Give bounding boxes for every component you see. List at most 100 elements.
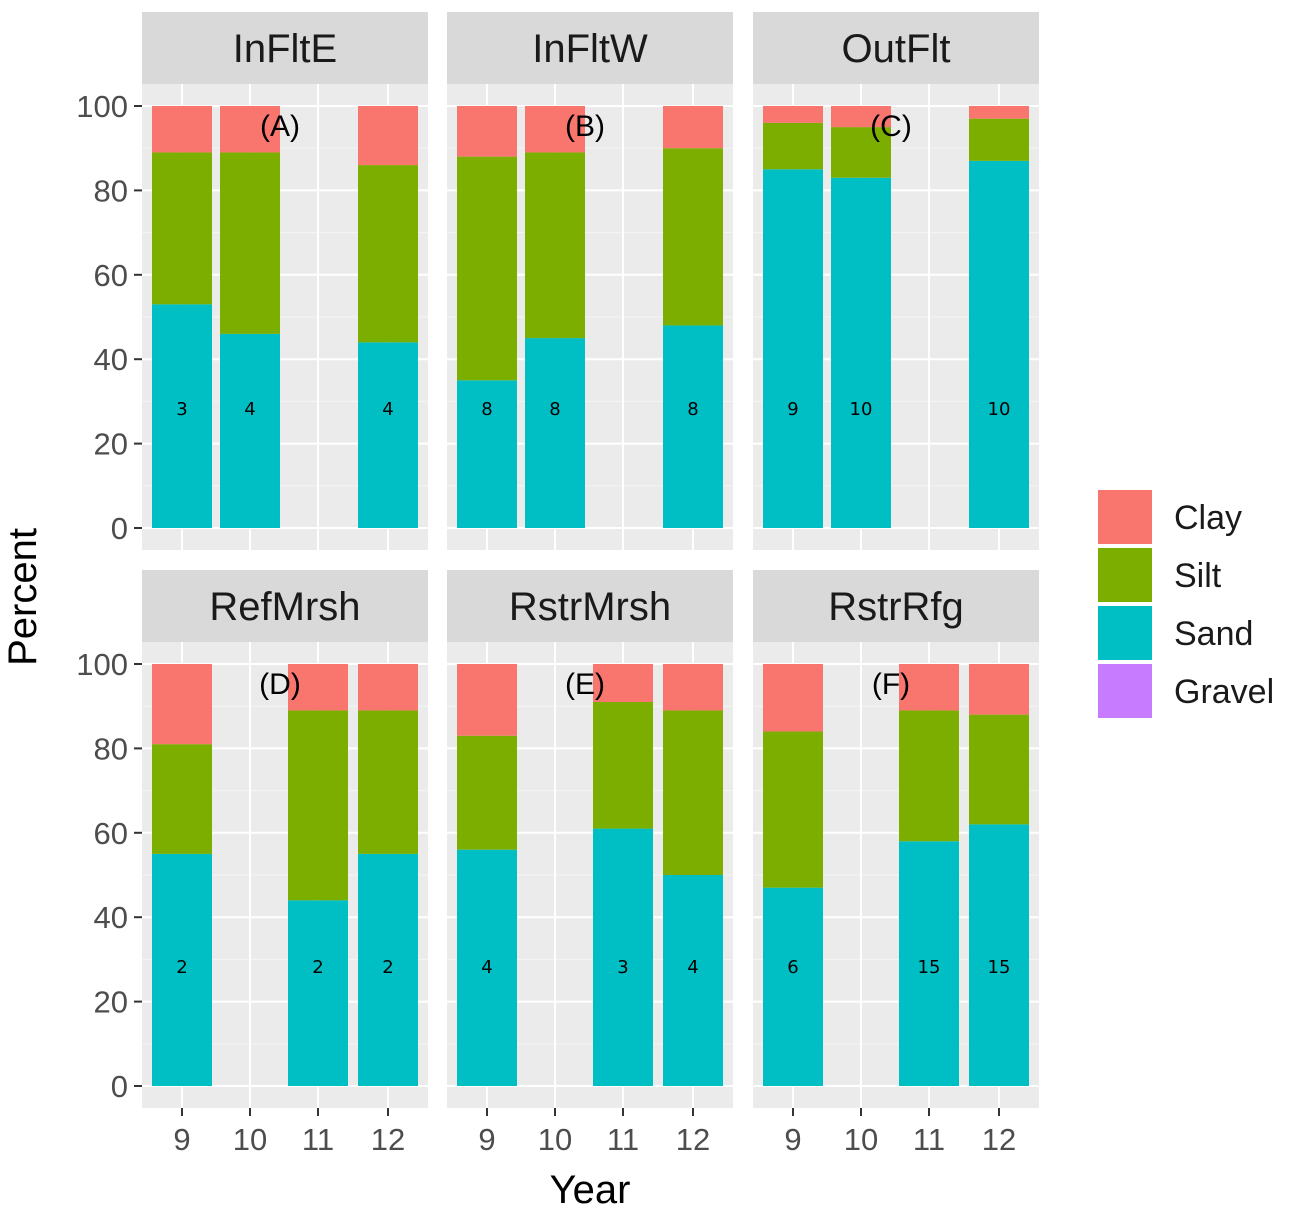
bar-year-12: 8 <box>663 106 723 528</box>
sample-count-label: 2 <box>312 957 323 978</box>
strip-title: OutFlt <box>842 27 951 71</box>
strip-title: RstrMrsh <box>509 585 671 629</box>
bar-segment-sand <box>525 338 585 528</box>
bar-segment-sand <box>969 160 1029 529</box>
legend-key <box>1098 606 1152 660</box>
bar-segment-silt <box>969 118 1029 161</box>
sample-count-label: 10 <box>988 399 1011 420</box>
legend-entry-silt: Silt <box>1098 548 1222 602</box>
bar-segment-sand <box>763 887 823 1086</box>
bar-segment-sand <box>763 169 823 529</box>
bar-segment-sand <box>457 380 517 528</box>
bar-segment-silt <box>763 731 823 888</box>
bar-year-9: 2 <box>152 664 212 1086</box>
bar-segment-clay <box>358 106 418 166</box>
bar-segment-clay <box>763 664 823 732</box>
bar-segment-silt <box>525 152 585 339</box>
panel-tag-label: (D) <box>259 668 301 701</box>
facet-panel-inflte: InFltE 3 4 4 (A) 0 20 40 60 80 100 <box>76 12 428 550</box>
bar-segment-silt <box>663 148 723 326</box>
bar-segment-sand <box>831 177 891 529</box>
x-tick-label: 9 <box>173 1122 190 1157</box>
y-tick-label: 100 <box>76 89 128 124</box>
sample-count-label: 15 <box>918 957 941 978</box>
bar-segment-sand <box>288 900 348 1086</box>
panel-tag-label: (E) <box>565 668 605 701</box>
facet-panel-rstrmrsh: RstrMrsh 4 3 4 (E) 9 10 11 12 <box>447 570 733 1157</box>
x-tick-label: 10 <box>844 1122 878 1157</box>
bar-year-11: 15 <box>899 664 959 1086</box>
legend-key <box>1098 490 1152 544</box>
x-tick-label: 11 <box>607 1122 639 1157</box>
bar-year-9: 4 <box>457 664 517 1086</box>
facet-panel-refmrsh: RefMrsh 2 2 2 (D) 0 20 40 60 80 100 9 10 11 12 <box>76 570 428 1157</box>
panel-tag-label: (C) <box>870 110 912 143</box>
bar-year-12: 2 <box>358 664 418 1086</box>
sample-count-label: 10 <box>850 399 873 420</box>
legend-label: Clay <box>1174 499 1242 537</box>
strip-background <box>447 570 733 642</box>
sample-count-label: 3 <box>617 957 628 978</box>
bar-year-12: 15 <box>969 664 1029 1086</box>
bar-year-12: 4 <box>358 106 418 528</box>
bar-segment-silt <box>288 710 348 901</box>
bar-segment-clay <box>663 106 723 149</box>
bar-year-9: 8 <box>457 106 517 528</box>
legend: Clay Silt Sand Gravel <box>1098 490 1274 718</box>
strip-title: RefMrsh <box>209 585 360 629</box>
y-tick-label: 80 <box>94 731 128 766</box>
bar-year-11: 2 <box>288 664 348 1086</box>
bar-segment-clay <box>525 106 585 153</box>
sample-count-label: 8 <box>481 399 492 420</box>
bar-segment-silt <box>457 156 517 381</box>
sample-count-label: 4 <box>244 399 255 420</box>
legend-entry-sand: Sand <box>1098 606 1253 660</box>
panel-tag-label: (A) <box>260 110 300 143</box>
legend-key <box>1098 548 1152 602</box>
sample-count-label: 6 <box>787 957 798 978</box>
x-tick-label: 12 <box>371 1122 405 1157</box>
bar-segment-clay <box>969 664 1029 715</box>
axes: Year Percent <box>1 528 630 1212</box>
sample-count-label: 4 <box>481 957 492 978</box>
bar-segment-silt <box>457 735 517 850</box>
bar-segment-sand <box>358 342 418 528</box>
x-tick-label: 11 <box>913 1122 945 1157</box>
bar-segment-silt <box>763 122 823 170</box>
sample-count-label: 15 <box>988 957 1011 978</box>
x-tick-label: 12 <box>676 1122 710 1157</box>
strip-background <box>447 12 733 84</box>
bar-segment-sand <box>220 333 280 528</box>
bar-year-10: 8 <box>525 106 585 528</box>
bar-segment-clay <box>763 106 823 123</box>
bar-segment-silt <box>663 710 723 875</box>
strip-title: InFltW <box>532 27 648 71</box>
x-axis-title: Year <box>550 1168 631 1212</box>
x-tick-label: 12 <box>982 1122 1016 1157</box>
x-tick-label: 10 <box>233 1122 267 1157</box>
bar-segment-clay <box>152 106 212 153</box>
y-tick-label: 60 <box>94 816 128 851</box>
legend-entry-gravel: Gravel <box>1098 664 1274 718</box>
legend-key <box>1098 664 1152 718</box>
bar-year-9: 3 <box>152 106 212 528</box>
bar-segment-sand <box>152 304 212 528</box>
bar-segment-sand <box>969 824 1029 1086</box>
y-tick-label: 40 <box>94 900 128 935</box>
y-tick-label: 20 <box>94 985 128 1020</box>
strip-title: RstrRfg <box>828 585 964 629</box>
bar-segment-clay <box>220 106 280 153</box>
bar-segment-sand <box>457 849 517 1086</box>
bar-segment-sand <box>358 853 418 1086</box>
facet-panel-rstrrfg: RstrRfg 6 15 15 (F) 9 10 11 12 <box>753 570 1039 1157</box>
bar-year-9: 6 <box>763 664 823 1086</box>
y-tick-label: 80 <box>94 173 128 208</box>
x-tick-label: 9 <box>478 1122 495 1157</box>
bar-year-12: 4 <box>663 664 723 1086</box>
bar-segment-sand <box>663 875 723 1086</box>
bar-segment-sand <box>152 853 212 1086</box>
legend-label: Silt <box>1174 557 1222 595</box>
bar-segment-clay <box>457 664 517 736</box>
